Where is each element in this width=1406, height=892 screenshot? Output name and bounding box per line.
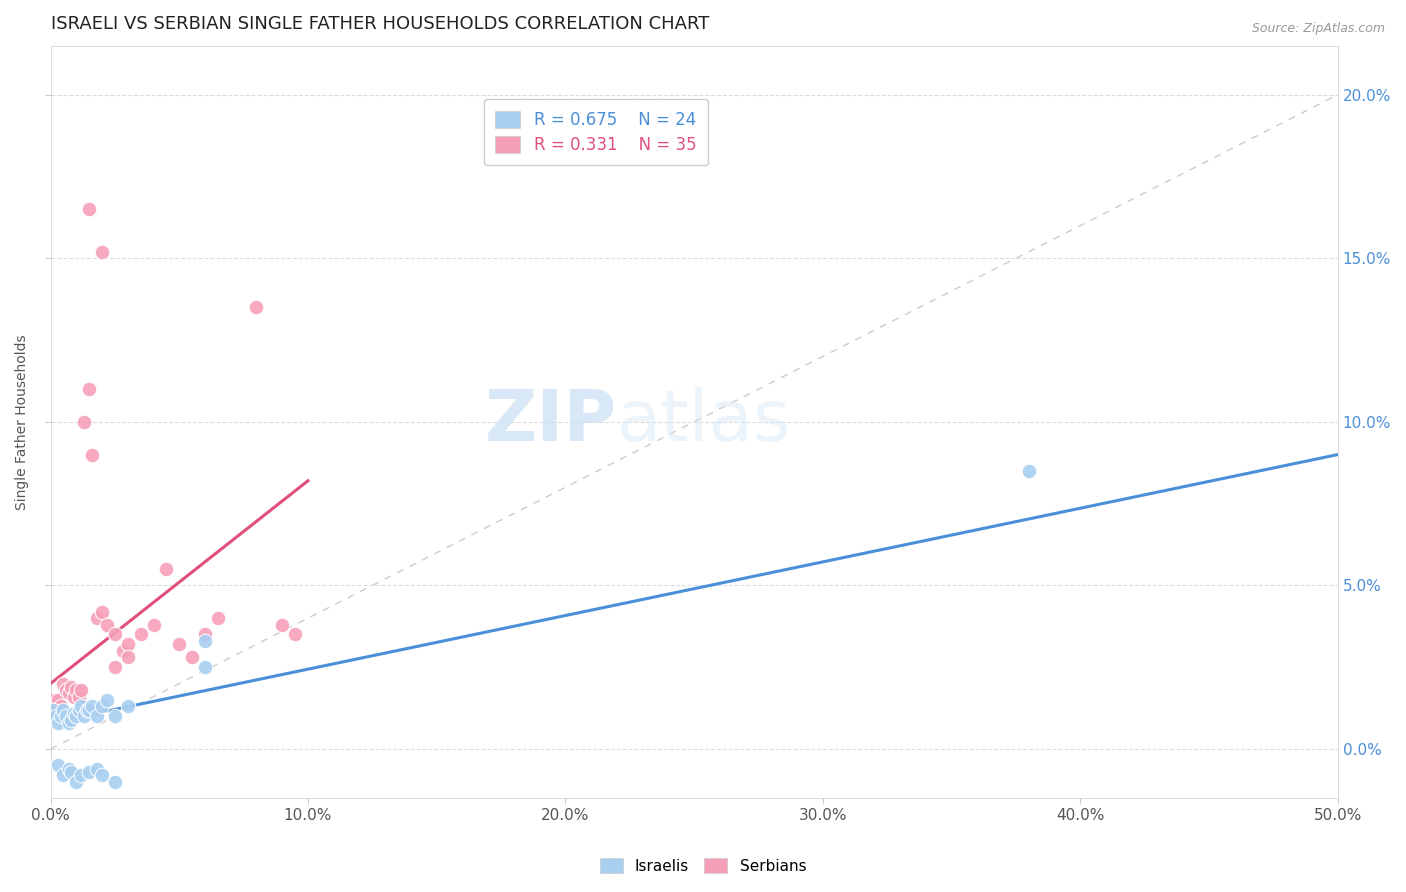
Point (271, 617, 294, 632)
Point (42, 693, 65, 707)
Point (70, 768, 93, 782)
Point (207, 611, 229, 625)
Point (80, 699, 103, 714)
Point (117, 637, 139, 651)
Point (129, 627, 152, 641)
Legend: R = 0.675    N = 24, R = 0.331    N = 35: R = 0.675 N = 24, R = 0.331 N = 35 (484, 99, 709, 166)
Point (77, 703, 100, 717)
Point (67, 690, 90, 704)
Point (111, 644, 134, 658)
Point (65, 709, 87, 723)
Point (60, 764, 83, 779)
Point (49, 709, 72, 723)
Text: ISRAELI VS SERBIAN SINGLE FATHER HOUSEHOLDS CORRELATION CHART: ISRAELI VS SERBIAN SINGLE FATHER HOUSEHO… (51, 15, 709, 33)
Point (91, 768, 114, 782)
Point (86, 611, 108, 625)
Point (70, 699, 93, 714)
Point (60, 713, 83, 727)
Point (46, 758, 69, 772)
Point (194, 660, 217, 674)
Point (181, 650, 204, 665)
Point (55, 709, 77, 723)
Point (104, 627, 127, 641)
Point (65, 774, 87, 789)
Point (46, 715, 69, 730)
Point (62, 690, 84, 704)
Point (284, 627, 307, 641)
Text: atlas: atlas (617, 387, 792, 457)
Point (86, 709, 108, 723)
Point (67, 703, 90, 717)
Point (194, 634, 217, 648)
Text: ZIP: ZIP (485, 387, 617, 457)
Point (104, 709, 127, 723)
Point (117, 699, 139, 714)
Point (117, 650, 139, 665)
Point (58, 715, 80, 730)
Y-axis label: Single Father Households: Single Father Households (15, 334, 30, 509)
Point (96, 693, 118, 707)
Point (245, 301, 267, 315)
Point (60, 680, 83, 694)
Point (46, 693, 69, 707)
Text: Source: ZipAtlas.com: Source: ZipAtlas.com (1251, 22, 1385, 36)
Point (77, 382, 100, 396)
Point (77, 764, 100, 779)
Point (52, 703, 75, 717)
Point (49, 699, 72, 714)
Point (55, 683, 77, 698)
Point (52, 676, 75, 690)
Point (65, 683, 87, 698)
Point (73, 709, 96, 723)
Point (58, 762, 80, 776)
Point (142, 617, 165, 632)
Point (86, 762, 108, 776)
Point (70, 683, 93, 698)
Point (45, 703, 67, 717)
Point (62, 706, 84, 720)
Point (194, 627, 217, 641)
Point (91, 244, 114, 259)
Point (80, 448, 103, 462)
Point (1018, 464, 1040, 478)
Point (42, 703, 65, 717)
Point (58, 686, 80, 700)
Point (52, 768, 75, 782)
Point (77, 202, 100, 217)
Point (104, 774, 127, 789)
Point (73, 415, 96, 429)
Legend: Israelis, Serbians: Israelis, Serbians (593, 852, 813, 880)
Point (167, 637, 190, 651)
Point (96, 617, 118, 632)
Point (45, 709, 67, 723)
Point (104, 660, 127, 674)
Point (91, 699, 114, 714)
Point (91, 605, 114, 619)
Point (76, 703, 98, 717)
Point (155, 562, 177, 576)
